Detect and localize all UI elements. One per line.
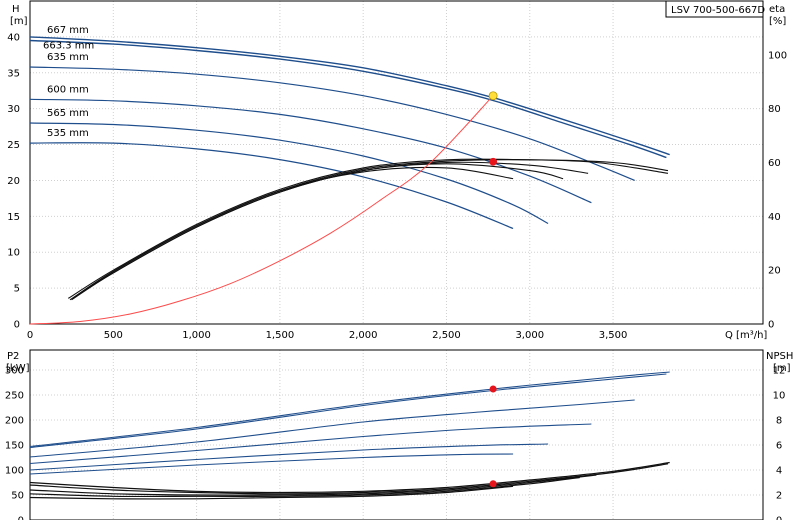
q-tick-label: 500 (104, 330, 123, 341)
power-curve (29, 443, 549, 471)
h-axis-title: H (12, 4, 20, 15)
head-panel: 0 500 1,000 1,500 2,000 2,500 3,000 3,500 0 5 10 15… (7, 0, 787, 341)
eta-tick-label: 80 (768, 104, 781, 115)
p2-tick-label: 250 (5, 391, 24, 402)
npsh-tick-label: 8 (776, 416, 782, 427)
h-tick-label: 15 (7, 212, 20, 223)
q-tick-label: 3,000 (515, 330, 544, 341)
h-tick-label: 30 (7, 104, 20, 115)
power-curve (29, 453, 514, 475)
highlight-point (488, 91, 498, 101)
head-curve (29, 122, 549, 225)
efficiency-curve (71, 161, 589, 301)
p2-tick-label: 200 (5, 416, 24, 427)
p2-tick-label: 300 (5, 366, 24, 377)
impeller-label: 565 mm (47, 108, 89, 119)
h-tick-label: 35 (7, 68, 20, 79)
h-tick-label: 5 (14, 284, 20, 295)
h-tick-label: 10 (7, 248, 20, 259)
p2-tick-label: 150 (5, 441, 24, 452)
eta-axis-unit: [%] (769, 16, 786, 27)
head-curve (29, 66, 635, 181)
system-curve (29, 95, 494, 325)
npsh-curve (29, 474, 597, 496)
npsh-tick-label: 12 (773, 366, 786, 377)
power-npsh-panel: 0 50 100 150 200 250 300 0 2 4 6 8 10 12 P2 [kW] NPSH… (5, 349, 793, 520)
eta-axis-title: eta (769, 4, 785, 15)
q-tick-label: 1,500 (266, 330, 295, 341)
power-curve (29, 423, 592, 465)
impeller-label: 635 mm (47, 52, 89, 63)
efficiency-curve (68, 158, 669, 299)
eta-tick-label: 0 (768, 320, 774, 331)
power-duty-point (489, 385, 497, 393)
p2-tick-label: 100 (5, 466, 24, 477)
h-axis-unit: [m] (10, 16, 28, 27)
head-curve (29, 39, 667, 159)
efficiency-curve (73, 163, 564, 299)
q-tick-label: 1,000 (182, 330, 211, 341)
npsh-duty-point (489, 480, 497, 488)
npsh-tick-label: 2 (776, 491, 782, 502)
power-curve (29, 371, 670, 448)
npsh-curve (29, 485, 514, 500)
power-curve (29, 373, 667, 449)
q-tick-label: 0 (27, 330, 33, 341)
p2-tick-label: 0 (18, 516, 24, 520)
npsh-tick-label: 0 (776, 516, 782, 520)
eta-tick-label: 20 (768, 266, 781, 277)
head-curve (29, 98, 592, 204)
q-tick-label: 2,000 (349, 330, 378, 341)
npsh-axis-title: NPSH (766, 351, 793, 362)
head-curve (29, 142, 514, 230)
head-curve (29, 36, 670, 156)
npsh-curve (29, 476, 580, 498)
npsh-tick-label: 4 (776, 466, 782, 477)
p2-axis-title: P2 (7, 351, 19, 362)
eta-tick-label: 100 (768, 50, 787, 61)
model-label: LSV 700-500-667D (665, 0, 765, 18)
h-tick-label: 40 (7, 32, 20, 43)
eta-tick-label: 60 (768, 158, 781, 169)
power-plot-frame (29, 349, 764, 520)
q-tick-label: 2,500 (432, 330, 461, 341)
q-axis-title: Q [m³/h] (725, 330, 767, 341)
impeller-label: 663.3 mm (43, 40, 94, 51)
npsh-tick-label: 10 (773, 391, 786, 402)
efficiency-curve (74, 166, 514, 298)
power-curve (29, 399, 635, 458)
duty-point (489, 157, 498, 166)
npsh-curve (29, 463, 669, 495)
model-name: LSV 700-500-667D (671, 5, 765, 16)
q-tick-label: 3,500 (599, 330, 628, 341)
h-tick-label: 20 (7, 176, 20, 187)
npsh-tick-label: 6 (776, 441, 782, 452)
npsh-axis-unit: [m] (773, 363, 791, 374)
impeller-label: 667 mm (47, 25, 89, 36)
npsh-curve (29, 461, 670, 494)
h-tick-label: 25 (7, 140, 20, 151)
h-tick-label: 0 (14, 320, 20, 331)
p2-axis-unit: [kW] (6, 363, 30, 374)
p2-tick-label: 50 (11, 491, 24, 502)
impeller-label: 600 mm (47, 84, 89, 95)
eta-tick-label: 40 (768, 212, 781, 223)
head-plot-frame (29, 0, 764, 325)
impeller-label: 535 mm (47, 128, 89, 139)
